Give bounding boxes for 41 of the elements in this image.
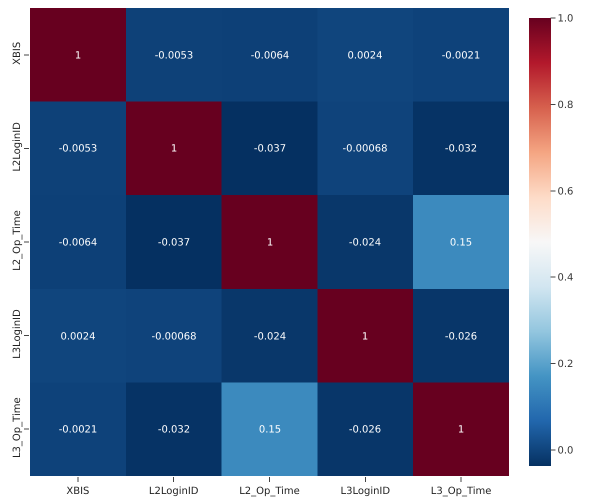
data-label: -0.024 — [348, 238, 382, 248]
data-label: 0.15 — [450, 238, 472, 248]
y-tick-label: L2_Op_Time — [12, 210, 23, 271]
data-label: 1 — [362, 332, 368, 342]
data-label: 1 — [266, 238, 274, 248]
x-tick-label: XBIS — [66, 486, 90, 497]
data-label: -0.0053 — [154, 50, 194, 62]
data-label: -0.032 — [444, 144, 478, 154]
data-label: -0.0021 — [442, 50, 480, 62]
data-label: -0.037 — [254, 144, 286, 154]
data-label: -0.00068 — [342, 144, 388, 154]
data-label: -0.0053 — [58, 144, 98, 154]
data-label: -0.024 — [254, 332, 286, 342]
data-label: -0.026 — [348, 424, 382, 436]
x-tick-label: L3LoginID — [340, 486, 390, 497]
color-bar-label: 0.0 — [558, 446, 574, 457]
color-bar-label: 1.0 — [558, 14, 574, 24]
data-label: -0.00068 — [152, 332, 196, 342]
y-tick-label: L3_Op_Time — [12, 397, 23, 458]
data-label: 1 — [74, 50, 82, 62]
x-tick-label: L2LoginID — [148, 486, 199, 497]
data-label: -0.032 — [158, 424, 190, 436]
data-label: -0.026 — [444, 332, 478, 342]
y-tick-label: L3LoginID — [12, 309, 23, 359]
data-label: -0.0064 — [58, 238, 98, 248]
color-bar-label: 0.8 — [558, 100, 574, 111]
data-label: 1 — [458, 424, 464, 436]
x-tick-label: L3_Op_Time — [430, 486, 492, 497]
color-bar-label: 0.2 — [558, 359, 574, 370]
y-tick-label: XBIS — [12, 42, 23, 65]
data-label: 0.0024 — [60, 332, 96, 342]
data-label: 1 — [170, 144, 178, 154]
x-tick-label: L2_Op_Time — [239, 486, 300, 497]
y-tick-label: L2LoginID — [12, 122, 23, 172]
color-bar-label: 0.6 — [558, 186, 574, 198]
data-label: 0.15 — [258, 424, 282, 436]
data-label: -0.037 — [158, 238, 190, 248]
color-bar-label: 0.4 — [558, 272, 574, 284]
data-label: -0.0064 — [250, 50, 290, 62]
data-label: -0.0021 — [58, 424, 98, 436]
data-label: 0.0024 — [348, 50, 382, 62]
